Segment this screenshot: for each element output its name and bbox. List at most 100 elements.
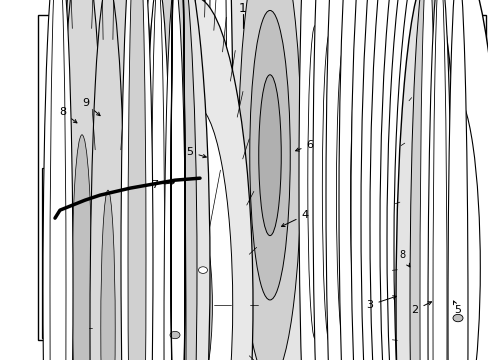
Ellipse shape — [282, 0, 317, 360]
Ellipse shape — [167, 0, 223, 360]
Ellipse shape — [429, 94, 479, 360]
Ellipse shape — [249, 10, 290, 300]
Text: 6: 6 — [295, 140, 313, 151]
Ellipse shape — [124, 0, 156, 360]
Ellipse shape — [107, 127, 128, 309]
Ellipse shape — [179, 0, 210, 255]
Ellipse shape — [369, 0, 429, 360]
Ellipse shape — [84, 0, 100, 292]
Ellipse shape — [386, 0, 456, 360]
Ellipse shape — [379, 0, 443, 360]
Ellipse shape — [102, 0, 122, 360]
Ellipse shape — [151, 0, 164, 360]
Ellipse shape — [322, 32, 337, 344]
Ellipse shape — [60, 0, 104, 360]
Ellipse shape — [312, 0, 346, 360]
Ellipse shape — [414, 101, 448, 360]
Ellipse shape — [397, 84, 426, 360]
Ellipse shape — [258, 75, 281, 235]
Ellipse shape — [43, 0, 73, 360]
Ellipse shape — [406, 91, 437, 360]
Ellipse shape — [360, 0, 414, 360]
Ellipse shape — [203, 0, 232, 360]
Ellipse shape — [72, 135, 92, 360]
Text: 5: 5 — [186, 147, 206, 158]
Ellipse shape — [393, 0, 469, 360]
Ellipse shape — [78, 0, 106, 360]
Ellipse shape — [325, 0, 363, 360]
Ellipse shape — [350, 0, 398, 360]
Ellipse shape — [80, 0, 156, 360]
Ellipse shape — [447, 0, 467, 360]
Ellipse shape — [419, 0, 435, 360]
Text: 7: 7 — [151, 180, 174, 190]
Ellipse shape — [110, 0, 130, 278]
Ellipse shape — [133, 187, 146, 360]
Ellipse shape — [415, 0, 433, 225]
Ellipse shape — [69, 0, 87, 288]
Text: 5: 5 — [452, 301, 461, 315]
Ellipse shape — [436, 0, 452, 223]
Ellipse shape — [90, 0, 126, 360]
Ellipse shape — [163, 0, 185, 360]
Ellipse shape — [143, 0, 172, 360]
Ellipse shape — [208, 0, 226, 360]
Ellipse shape — [336, 40, 353, 350]
Ellipse shape — [365, 0, 384, 229]
Ellipse shape — [427, 0, 451, 360]
Ellipse shape — [95, 0, 129, 360]
Ellipse shape — [222, 0, 248, 248]
Text: 9: 9 — [82, 98, 100, 116]
Ellipse shape — [137, 0, 252, 360]
Ellipse shape — [64, 0, 92, 285]
Ellipse shape — [298, 0, 330, 360]
Ellipse shape — [375, 66, 399, 360]
Ellipse shape — [307, 26, 322, 339]
Ellipse shape — [356, 0, 392, 360]
Ellipse shape — [430, 0, 458, 360]
Ellipse shape — [331, 0, 367, 360]
Ellipse shape — [395, 0, 459, 360]
Circle shape — [226, 152, 237, 159]
Ellipse shape — [50, 0, 66, 360]
Ellipse shape — [98, 0, 138, 360]
Ellipse shape — [309, 0, 339, 360]
Ellipse shape — [289, 0, 309, 240]
Bar — [42, 168, 227, 338]
Text: 2: 2 — [410, 302, 430, 315]
Ellipse shape — [128, 0, 146, 360]
Ellipse shape — [338, 0, 380, 360]
Circle shape — [303, 152, 312, 159]
Ellipse shape — [408, 0, 488, 360]
Text: 4: 4 — [281, 210, 308, 226]
Ellipse shape — [153, 0, 197, 360]
Ellipse shape — [386, 75, 413, 360]
Ellipse shape — [389, 0, 409, 226]
Ellipse shape — [232, 0, 296, 360]
Ellipse shape — [316, 0, 332, 238]
Text: 8: 8 — [398, 250, 409, 267]
Ellipse shape — [432, 0, 446, 360]
Text: 8: 8 — [60, 107, 77, 123]
Text: 3: 3 — [366, 296, 395, 310]
Ellipse shape — [408, 0, 440, 360]
Ellipse shape — [422, 109, 460, 360]
Ellipse shape — [109, 128, 127, 360]
Ellipse shape — [121, 0, 153, 360]
Ellipse shape — [350, 48, 369, 356]
Ellipse shape — [224, 0, 314, 360]
Ellipse shape — [340, 0, 359, 233]
Circle shape — [170, 331, 180, 339]
Ellipse shape — [210, 0, 259, 360]
Ellipse shape — [381, 0, 417, 360]
Circle shape — [198, 267, 207, 273]
Ellipse shape — [200, 0, 260, 360]
Ellipse shape — [238, 0, 301, 360]
Ellipse shape — [102, 0, 138, 360]
Ellipse shape — [240, 0, 295, 360]
Ellipse shape — [409, 0, 445, 360]
Circle shape — [452, 314, 462, 322]
Ellipse shape — [364, 57, 385, 360]
Circle shape — [142, 267, 151, 273]
Ellipse shape — [97, 39, 139, 360]
